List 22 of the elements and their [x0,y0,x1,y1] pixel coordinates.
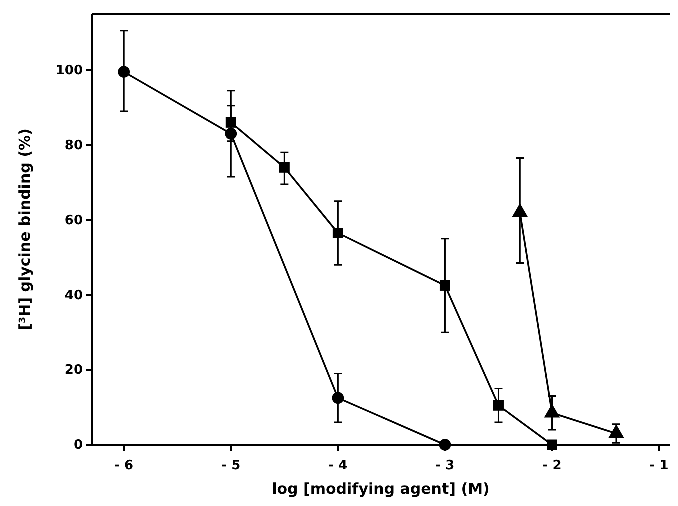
x-tick-label: - 1 [650,458,669,474]
point [118,66,130,78]
y-tick-label: 60 [64,213,83,228]
y-tick-label: 80 [64,138,83,154]
point [226,117,236,128]
y-tick-label: 40 [64,288,83,304]
y-tick-label: 100 [56,63,83,78]
point [279,162,290,173]
y-tick-label: 20 [64,363,83,378]
y-tick-label: 0 [74,438,83,454]
x-tick-label: - 5 [222,458,241,474]
x-axis-title: log [modifying agent] (M) [272,480,490,498]
point [332,228,344,238]
y-axis-title: [³H] glycine binding (%) [16,128,34,330]
point [440,280,450,291]
x-tick-label: - 2 [542,458,562,474]
point [439,439,452,451]
x-tick-label: - 3 [436,458,455,474]
point [332,392,344,404]
x-tick-label: - 4 [328,458,348,474]
point [493,400,504,411]
x-tick-label: - 6 [114,458,134,474]
